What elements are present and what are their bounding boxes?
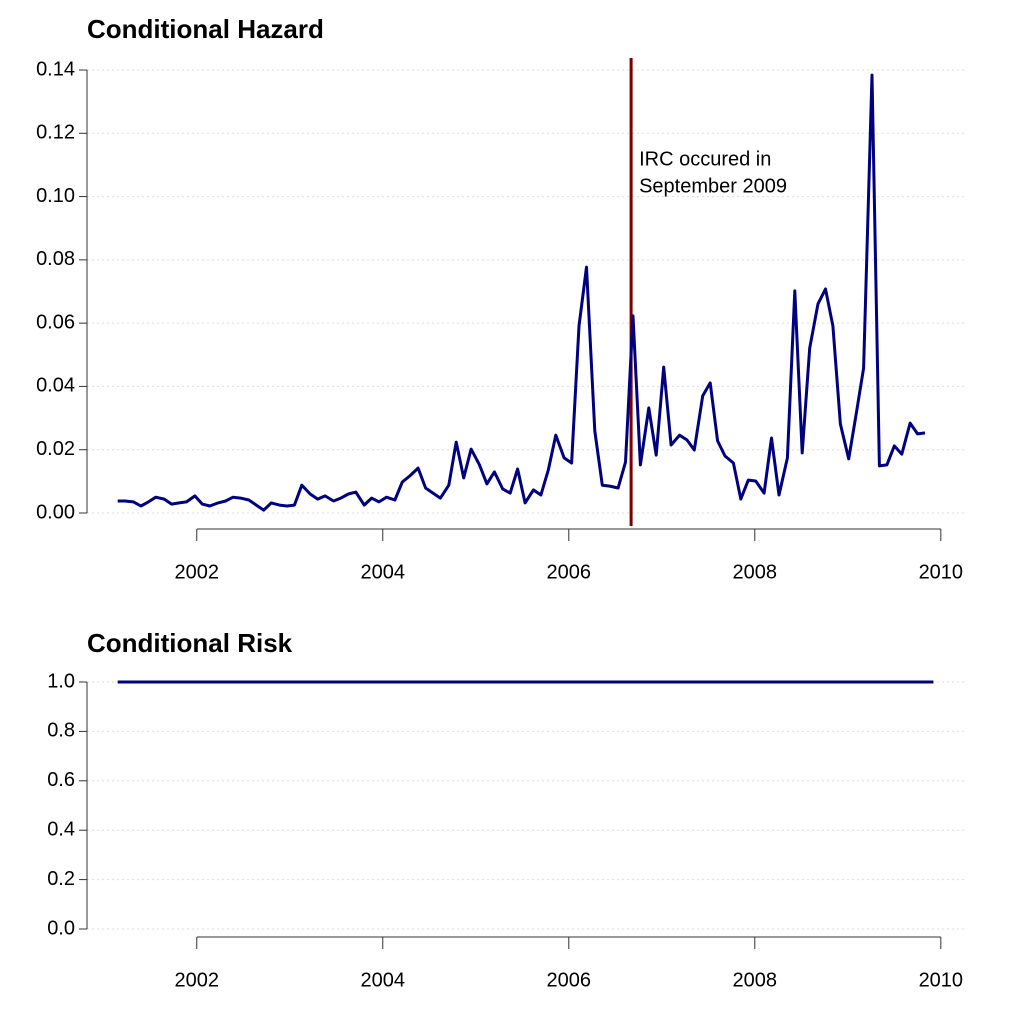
x-tick-label: 2010 <box>919 969 964 991</box>
y-tick-label: 0.00 <box>36 501 75 523</box>
x-tick-label: 2002 <box>175 969 220 991</box>
x-tick-label: 2004 <box>361 561 406 583</box>
line-series <box>117 73 926 512</box>
y-tick-label: 0.14 <box>36 58 75 80</box>
x-tick-label: 2008 <box>733 969 778 991</box>
y-tick-label: 0.08 <box>36 248 75 270</box>
chart-title: Conditional Hazard <box>87 14 324 44</box>
y-tick-label: 0.6 <box>47 769 75 791</box>
annotation: September 2009 <box>639 175 787 197</box>
y-tick-label: 0.8 <box>47 720 75 742</box>
y-tick-label: 0.4 <box>47 818 75 840</box>
x-tick-label: 2010 <box>919 561 964 583</box>
y-tick-label: 0.12 <box>36 122 75 144</box>
x-tick-label: 2006 <box>547 969 592 991</box>
y-tick-label: 0.2 <box>47 868 75 890</box>
y-tick-label: 0.02 <box>36 438 75 460</box>
y-tick-label: 0.06 <box>36 311 75 333</box>
y-tick-label: 0.0 <box>47 917 75 939</box>
x-tick-label: 2004 <box>361 969 406 991</box>
x-tick-label: 2008 <box>733 561 778 583</box>
y-tick-label: 0.10 <box>36 185 75 207</box>
y-tick-label: 1.0 <box>47 670 75 692</box>
annotation: IRC occured in <box>639 148 771 170</box>
y-tick-label: 0.04 <box>36 375 75 397</box>
x-tick-label: 2002 <box>175 561 220 583</box>
chart-title: Conditional Risk <box>87 628 293 658</box>
x-tick-label: 2006 <box>547 561 592 583</box>
